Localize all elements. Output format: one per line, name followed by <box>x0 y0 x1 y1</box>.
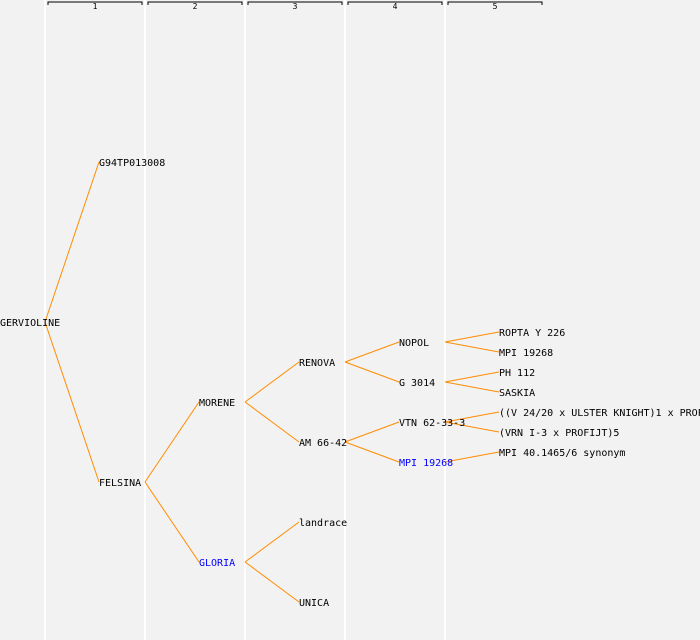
node-label[interactable]: UNICA <box>299 598 329 609</box>
node-label[interactable]: MPI 19268 <box>499 348 553 359</box>
node-label[interactable]: G 3014 <box>399 378 435 389</box>
node-label[interactable]: RENOVA <box>299 358 335 369</box>
generation-bracket <box>247 1 343 5</box>
edge-n2-n4 <box>144 481 200 563</box>
edge-n9-n14 <box>444 341 500 353</box>
edge-n6-n12 <box>344 441 400 463</box>
edge-n5-n10 <box>344 361 400 383</box>
column-separator <box>444 0 446 640</box>
edge-n11-n18 <box>444 421 500 433</box>
column-separator <box>244 0 246 640</box>
node-label[interactable]: MORENE <box>199 398 235 409</box>
generation-header-label: 1 <box>93 2 98 11</box>
edge-n0-n1 <box>44 161 100 323</box>
edge-n3-n5 <box>244 361 300 403</box>
edge-n3-n6 <box>244 401 300 443</box>
column-separator <box>144 0 146 640</box>
generation-headers: 1 2 3 4 5 <box>47 1 543 11</box>
column-separator <box>44 0 46 640</box>
edge-n9-n13 <box>444 331 500 343</box>
generation-header-label: 3 <box>293 2 298 11</box>
node-label[interactable]: landrace <box>299 518 347 529</box>
edge-n10-n15 <box>444 371 500 383</box>
column-separator <box>344 0 346 640</box>
node-label[interactable]: SASKIA <box>499 388 535 399</box>
edge-n12-n19 <box>444 451 500 463</box>
edge-n2-n3 <box>144 401 200 483</box>
tree-labels: GERVIOLINE G94TP013008 FELSINA MORENE GLORIA… <box>0 158 700 609</box>
tree-edges <box>44 161 500 603</box>
node-label[interactable]: GLORIA <box>199 558 235 569</box>
edge-n4-n7 <box>244 521 300 563</box>
generation-bracket <box>147 1 243 5</box>
node-label[interactable]: ((V 24/20 x ULSTER KNIGHT)1 x PROF <box>499 408 700 419</box>
generation-bracket <box>47 1 143 5</box>
node-label[interactable]: AM 66-42 <box>299 438 347 449</box>
generation-bracket <box>447 1 543 5</box>
node-label[interactable]: NOPOL <box>399 338 429 349</box>
node-label[interactable]: FELSINA <box>99 478 141 489</box>
generation-bracket <box>347 1 443 5</box>
node-label[interactable]: ROPTA Y 226 <box>499 328 565 339</box>
edge-n11-n17 <box>444 411 500 423</box>
node-label[interactable]: GERVIOLINE <box>0 318 60 329</box>
edge-n6-n11 <box>344 421 400 443</box>
node-label[interactable]: VTN 62-33-3 <box>399 418 465 429</box>
node-label[interactable]: MPI 19268 <box>399 458 453 469</box>
node-label[interactable]: MPI 40.1465/6 synonym <box>499 448 625 459</box>
edge-n5-n9 <box>344 341 400 363</box>
generation-header-label: 2 <box>193 2 198 11</box>
generation-header-label: 4 <box>393 2 398 11</box>
edge-n10-n16 <box>444 381 500 393</box>
generation-header-label: 5 <box>493 2 498 11</box>
edge-n0-n2 <box>44 321 100 483</box>
edge-n4-n8 <box>244 561 300 603</box>
node-label[interactable]: (VRN I-3 x PROFIJT)5 <box>499 428 619 439</box>
node-label[interactable]: G94TP013008 <box>99 158 165 169</box>
node-label[interactable]: PH 112 <box>499 368 535 379</box>
